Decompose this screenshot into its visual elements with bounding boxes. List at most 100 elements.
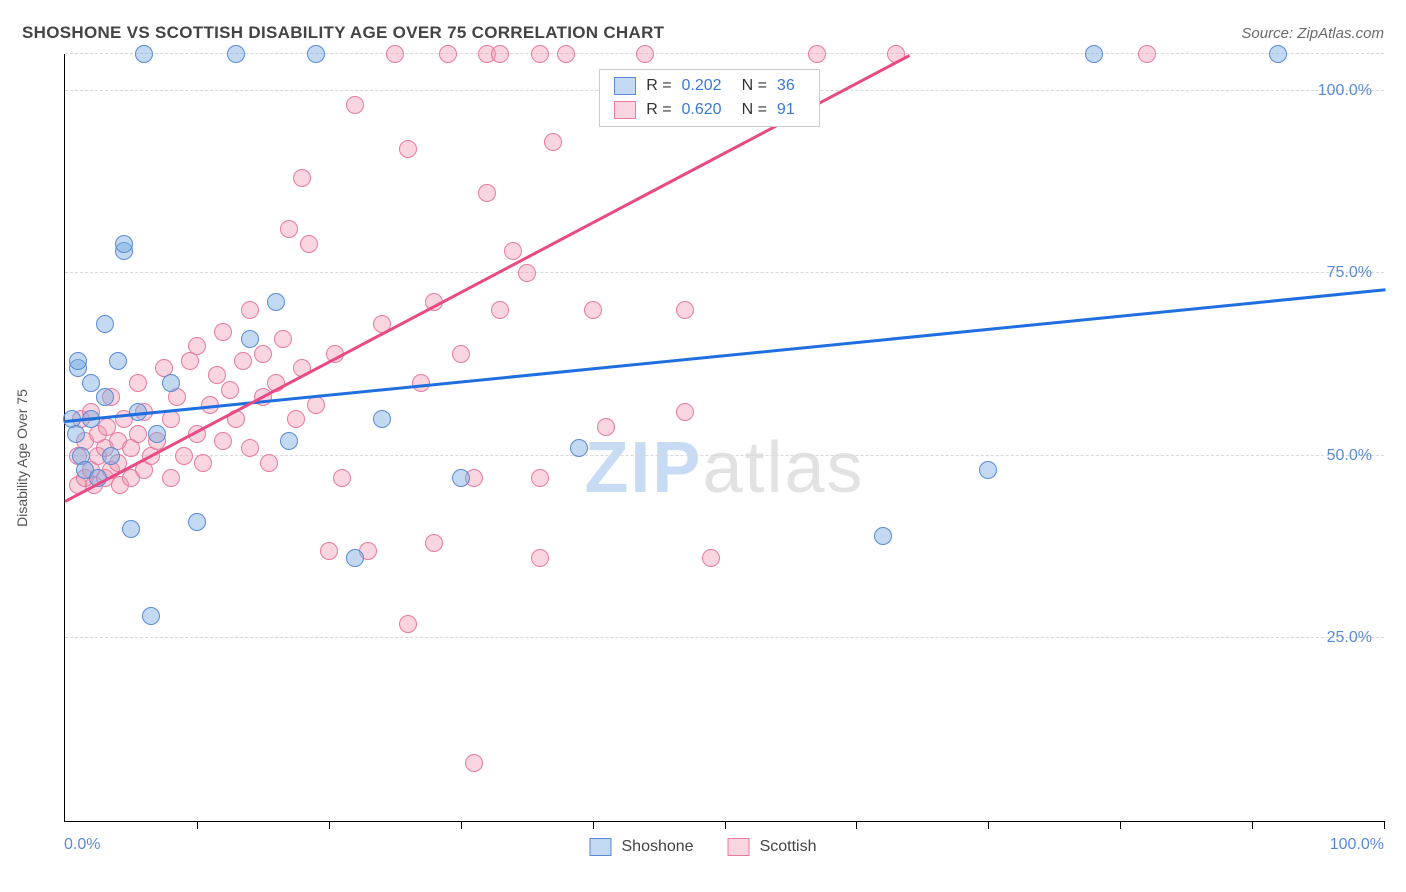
scatter-point-scottish — [208, 366, 226, 384]
legend-swatch — [614, 77, 636, 95]
scatter-point-shoshone — [96, 315, 114, 333]
scatter-point-shoshone — [148, 425, 166, 443]
scatter-point-scottish — [300, 235, 318, 253]
scatter-point-scottish — [89, 425, 107, 443]
scatter-point-scottish — [129, 374, 147, 392]
scatter-point-scottish — [465, 754, 483, 772]
scatter-point-scottish — [89, 447, 107, 465]
scatter-point-scottish — [82, 461, 100, 479]
n-label: N = — [742, 77, 767, 95]
scatter-point-scottish — [544, 133, 562, 151]
scatter-point-shoshone — [115, 235, 133, 253]
scatter-point-shoshone — [115, 242, 133, 260]
legend-swatch — [728, 838, 750, 856]
scatter-point-scottish — [425, 534, 443, 552]
r-label: R = — [646, 77, 671, 95]
scatter-point-scottish — [102, 388, 120, 406]
legend-stats-row: R =0.202N =36 — [600, 74, 819, 98]
r-label: R = — [646, 101, 671, 119]
scatter-point-scottish — [162, 469, 180, 487]
source-attribution: Source: ZipAtlas.com — [1241, 25, 1384, 42]
y-tick-label: 25.0% — [1327, 629, 1372, 647]
scatter-point-scottish — [98, 418, 116, 436]
r-value: 0.202 — [682, 77, 722, 95]
scatter-point-scottish — [69, 447, 87, 465]
gridline-h — [65, 272, 1384, 273]
scatter-point-shoshone — [373, 410, 391, 428]
gridline-h — [65, 455, 1384, 456]
scatter-point-scottish — [155, 359, 173, 377]
y-tick-label: 50.0% — [1327, 447, 1372, 465]
plot-area: ZIPatlas 25.0% 50.0% 75.0% 100.0% R = 0.202 N … — [64, 54, 1384, 822]
watermark-zip: ZIP — [584, 428, 702, 508]
scatter-point-scottish — [274, 330, 292, 348]
y-axis-title: Disability Age Over 75 — [14, 389, 30, 527]
scatter-point-scottish — [504, 242, 522, 260]
scatter-point-scottish — [76, 432, 94, 450]
scatter-point-scottish — [676, 301, 694, 319]
scatter-point-scottish — [320, 542, 338, 560]
x-tick — [1252, 821, 1253, 829]
scatter-point-shoshone — [346, 549, 364, 567]
x-tick — [725, 821, 726, 829]
scatter-point-scottish — [129, 425, 147, 443]
legend-item: Scottish — [728, 838, 817, 856]
scatter-point-shoshone — [979, 461, 997, 479]
source-name: ZipAtlas.com — [1297, 25, 1384, 42]
scatter-point-scottish — [676, 403, 694, 421]
gridline-h — [65, 53, 1384, 54]
x-tick — [329, 821, 330, 829]
scatter-point-scottish — [181, 352, 199, 370]
scatter-point-scottish — [241, 301, 259, 319]
legend-item: Shoshone — [590, 838, 694, 856]
watermark-atlas: atlas — [702, 428, 864, 508]
scatter-point-scottish — [359, 542, 377, 560]
scatter-point-scottish — [280, 220, 298, 238]
scatter-point-scottish — [412, 374, 430, 392]
legend-label: Scottish — [760, 838, 817, 856]
legend-bottom: Shoshone Scottish — [590, 838, 817, 856]
y-tick-label: 75.0% — [1327, 264, 1372, 282]
x-tick — [593, 821, 594, 829]
scatter-point-shoshone — [162, 374, 180, 392]
scatter-point-scottish — [221, 381, 239, 399]
scatter-point-scottish — [175, 447, 193, 465]
x-tick — [197, 821, 198, 829]
scatter-point-scottish — [214, 432, 232, 450]
scatter-point-scottish — [234, 352, 252, 370]
y-tick-label: 100.0% — [1318, 82, 1372, 100]
x-axis-max-label: 100.0% — [1330, 836, 1384, 854]
scatter-point-shoshone — [188, 513, 206, 531]
x-tick — [1384, 821, 1385, 829]
n-label: N = — [742, 101, 767, 119]
scatter-point-shoshone — [452, 469, 470, 487]
scatter-point-scottish — [109, 432, 127, 450]
scatter-point-shoshone — [69, 352, 87, 370]
scatter-point-shoshone — [72, 447, 90, 465]
scatter-point-scottish — [76, 469, 94, 487]
scatter-point-scottish — [399, 140, 417, 158]
scatter-point-shoshone — [241, 330, 259, 348]
scatter-point-shoshone — [874, 527, 892, 545]
scatter-point-scottish — [254, 345, 272, 363]
scatter-point-scottish — [214, 323, 232, 341]
n-value: 91 — [777, 101, 795, 119]
scatter-point-shoshone — [69, 359, 87, 377]
scatter-point-scottish — [597, 418, 615, 436]
legend-stats-row: R = 0.620 N = 91 — [600, 98, 819, 122]
r-value: 0.620 — [682, 101, 722, 119]
scatter-point-shoshone — [96, 388, 114, 406]
scatter-point-scottish — [702, 549, 720, 567]
scatter-point-scottish — [346, 96, 364, 114]
scatter-point-scottish — [465, 469, 483, 487]
scatter-point-shoshone — [142, 607, 160, 625]
scatter-point-scottish — [260, 454, 278, 472]
legend-label: Shoshone — [622, 838, 694, 856]
x-tick — [856, 821, 857, 829]
scatter-point-shoshone — [280, 432, 298, 450]
chart-title: SHOSHONE VS SCOTTISH DISABILITY AGE OVER… — [22, 23, 664, 43]
scatter-point-shoshone — [122, 520, 140, 538]
legend-swatch — [614, 101, 636, 119]
scatter-point-scottish — [287, 410, 305, 428]
scatter-point-scottish — [518, 264, 536, 282]
